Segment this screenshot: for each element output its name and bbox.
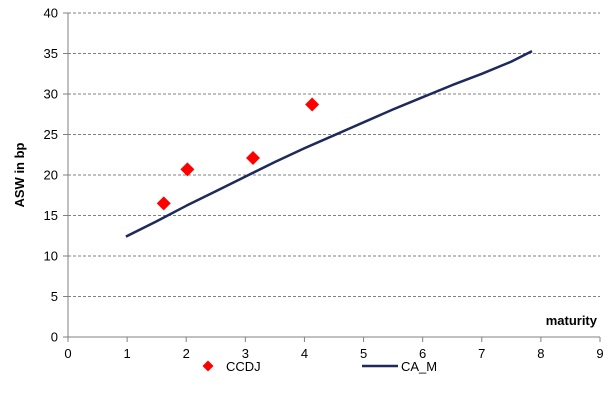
x-tick-label: 4	[301, 346, 308, 361]
axes	[67, 13, 601, 342]
data-point-ccdj	[180, 162, 195, 177]
x-tick-label: 3	[242, 346, 249, 361]
legend-label-ca-m: CA_M	[401, 359, 437, 374]
y-tick-label: 25	[44, 127, 58, 142]
data-point-ccdj	[246, 150, 261, 165]
y-tick-label: 30	[44, 87, 58, 102]
x-tick-label: 8	[537, 346, 544, 361]
gridlines	[63, 12, 600, 338]
x-axis-title: maturity	[546, 313, 598, 328]
data-point-ccdj	[305, 97, 320, 112]
y-tick-label: 15	[44, 208, 58, 223]
x-tick-labels: 0 1 2 3 4 5 6 7 8 9	[64, 346, 603, 361]
x-tick-label: 5	[360, 346, 367, 361]
y-tick-label: 0	[51, 330, 58, 345]
y-tick-label: 35	[44, 46, 58, 61]
y-tick-label: 10	[44, 249, 58, 264]
plot-series	[125, 49, 533, 238]
y-tick-label: 5	[51, 289, 58, 304]
y-tick-labels: 0 5 10 15 20 25 30 35 40	[44, 6, 58, 345]
y-tick-label: 40	[44, 6, 58, 21]
legend-marker-ccdj	[202, 360, 214, 372]
x-tick-label: 2	[183, 346, 190, 361]
x-tick-label: 0	[64, 346, 71, 361]
y-tick-label: 20	[44, 168, 58, 183]
legend-label-ccdj: CCDJ	[226, 359, 261, 374]
x-tick-label: 9	[596, 346, 603, 361]
x-tick-label: 7	[478, 346, 485, 361]
series-line-ca-m	[125, 49, 533, 238]
y-axis-title: ASW in bp	[12, 142, 27, 207]
x-tick-label: 6	[419, 346, 426, 361]
legend: CCDJ CA_M	[202, 359, 437, 374]
data-point-ccdj	[156, 196, 171, 211]
x-tick-label: 1	[123, 346, 130, 361]
